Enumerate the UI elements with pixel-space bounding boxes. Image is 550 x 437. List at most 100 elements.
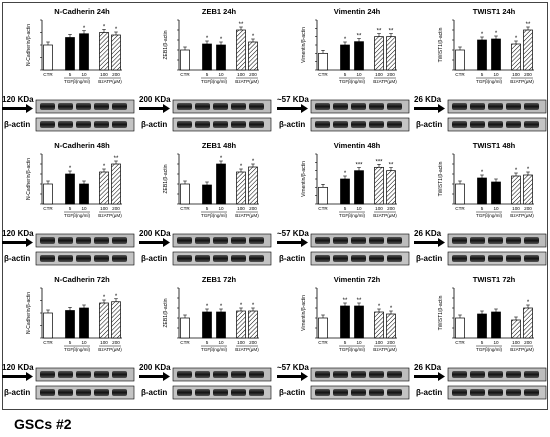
x-tick-200: 200 — [524, 206, 532, 211]
bar-100 — [374, 36, 384, 71]
tgf-group-label: TGFβ(ng/ml) — [476, 347, 503, 352]
blot-band — [369, 103, 384, 110]
x-tick-5: 5 — [206, 72, 209, 77]
x-tick-CTR: CTR — [180, 72, 190, 77]
bar-10 — [79, 183, 89, 205]
blot-band — [94, 237, 109, 244]
x-tick-10: 10 — [218, 206, 224, 211]
blot-band — [387, 237, 402, 244]
significance-mark: * — [515, 36, 518, 42]
x-tick-CTR: CTR — [318, 340, 328, 345]
beta-actin-label: β-actin — [416, 388, 442, 397]
blot-band — [387, 371, 402, 378]
blot-band — [452, 371, 467, 378]
blot-band — [76, 237, 91, 244]
x-tick-CTR: CTR — [455, 340, 465, 345]
blot-band — [369, 389, 384, 396]
x-tick-5: 5 — [481, 340, 484, 345]
x-tick-CTR: CTR — [455, 72, 465, 77]
bar-5 — [477, 39, 487, 71]
bar-200 — [111, 163, 121, 205]
bar-5 — [340, 305, 350, 339]
blot-band — [231, 389, 246, 396]
arrow-icon — [414, 104, 445, 113]
bar-CTR — [318, 317, 328, 339]
significance-mark: * — [115, 27, 118, 33]
significance-mark: * — [252, 159, 255, 165]
tgf-group-label: TGFβ(ng/ml) — [64, 347, 91, 352]
bar-100 — [236, 29, 246, 71]
blot-band — [249, 389, 264, 396]
molecular-weight-marker: 120 KDa — [2, 95, 34, 104]
x-tick-100: 100 — [512, 72, 520, 77]
blot-band — [249, 237, 264, 244]
panel-zeb1-48h: ZEB1 48h ZEB1/β-actin CTR 5 * 10 * 100 * 200 TGFβ(… — [139, 141, 272, 266]
blot-band — [524, 389, 539, 396]
bar-10 — [354, 170, 364, 205]
blot-band — [195, 255, 210, 262]
blot-band — [315, 121, 330, 128]
blot-band — [470, 121, 485, 128]
blot-band — [112, 371, 127, 378]
bar-200 — [386, 170, 396, 205]
blot-band — [506, 371, 521, 378]
bar-10 — [354, 41, 364, 71]
blot-band — [333, 237, 348, 244]
bar-100 — [99, 302, 109, 339]
bz-group-label: BzATP(μM) — [235, 347, 259, 352]
blot-band — [315, 237, 330, 244]
bar-5 — [477, 177, 487, 205]
blot-band — [213, 237, 228, 244]
blot-band — [452, 389, 467, 396]
x-tick-200: 200 — [249, 206, 257, 211]
bz-group-label: BzATP(μM) — [510, 213, 534, 218]
bar-5 — [340, 44, 350, 71]
tgf-group-label: TGFβ(ng/ml) — [201, 347, 228, 352]
x-tick-100: 100 — [512, 340, 520, 345]
bz-group-label: BzATP(μM) — [98, 347, 122, 352]
chart-title: TWIST1 72h — [473, 275, 516, 284]
blot-band — [177, 371, 192, 378]
panel-n-cadherin-48h: N-Cadherin 48h N-Cadherin/β-actin CTR * 5 10 *… — [2, 141, 135, 266]
bar-10 — [216, 311, 226, 339]
panel-twist1-48h: TWIST1 48h TWIST1/β-actin CTR * 5 10 * 100 * 200 T… — [414, 141, 547, 266]
figure-frame — [2, 2, 548, 410]
blot-band — [195, 389, 210, 396]
blot-band — [213, 371, 228, 378]
x-tick-200: 200 — [112, 206, 120, 211]
blot-band — [506, 237, 521, 244]
arrow-icon — [277, 104, 308, 113]
significance-mark: * — [103, 25, 106, 31]
blot-band — [351, 371, 366, 378]
blot-band — [58, 371, 73, 378]
blot-band — [452, 255, 467, 262]
blot-band — [94, 389, 109, 396]
beta-actin-label: β-actin — [416, 120, 442, 129]
x-tick-100: 100 — [100, 206, 108, 211]
bar-10 — [491, 311, 501, 339]
blot-band — [506, 103, 521, 110]
beta-actin-label: β-actin — [4, 254, 30, 263]
blot-band — [524, 121, 539, 128]
molecular-weight-marker: 26 KDa — [414, 363, 442, 372]
significance-mark: * — [240, 303, 243, 309]
significance-mark: * — [527, 300, 530, 306]
blot-band — [351, 237, 366, 244]
blot-band — [58, 103, 73, 110]
blot-band — [333, 121, 348, 128]
tgf-group-label: TGFβ(ng/ml) — [339, 213, 366, 218]
x-tick-10: 10 — [218, 340, 224, 345]
blot-band — [177, 237, 192, 244]
bar-200 — [523, 29, 533, 71]
blot-band — [488, 255, 503, 262]
x-tick-100: 100 — [100, 340, 108, 345]
bar-100 — [374, 311, 384, 339]
bar-10 — [79, 33, 89, 71]
blot-band — [40, 371, 55, 378]
blot-band — [452, 103, 467, 110]
molecular-weight-marker: 26 KDa — [414, 229, 442, 238]
bar-5 — [477, 313, 487, 339]
blot-band — [249, 255, 264, 262]
x-tick-CTR: CTR — [43, 72, 53, 77]
